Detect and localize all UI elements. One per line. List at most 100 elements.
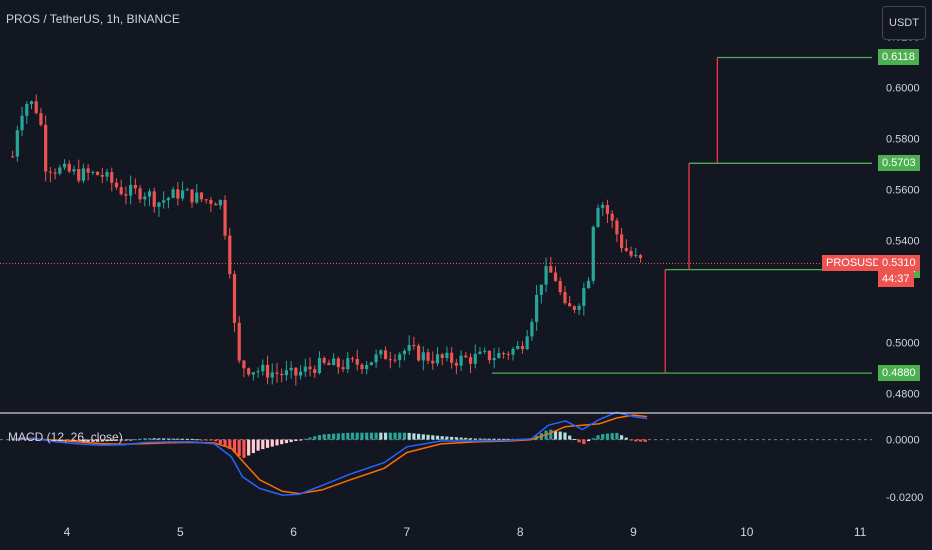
candle-body: [360, 364, 364, 370]
candle-body: [388, 359, 392, 361]
candle-body: [143, 196, 147, 200]
macd-histogram-bar: [143, 438, 147, 440]
macd-histogram-bar: [270, 439, 274, 447]
candle-body: [426, 352, 430, 361]
time-tick-label: 5: [177, 525, 184, 539]
macd-histogram-bar: [379, 432, 383, 440]
candle-body: [454, 362, 458, 366]
candle-body: [393, 359, 397, 361]
macd-histogram-bar: [322, 434, 326, 440]
candle-body: [247, 368, 251, 375]
macd-histogram-bar: [171, 438, 175, 440]
candle-body: [48, 171, 52, 173]
candle-body: [29, 101, 34, 105]
macd-histogram-bar: [586, 439, 591, 442]
macd-histogram-bar: [95, 439, 100, 442]
candle-body: [294, 367, 298, 376]
macd-histogram-bar: [289, 439, 293, 443]
macd-histogram-bar: [185, 438, 189, 440]
macd-histogram-bar: [214, 439, 218, 442]
candle-body: [91, 171, 95, 173]
candle-body: [166, 197, 171, 201]
macd-histogram-bar: [638, 439, 643, 442]
macd-line: [12, 411, 648, 496]
candle-body: [214, 203, 218, 206]
candle-body: [223, 200, 227, 236]
candle-body: [105, 172, 109, 177]
chart-title: PROS / TetherUS, 1h, BINANCE: [6, 12, 180, 26]
macd-histogram-bar: [634, 439, 638, 442]
macd-histogram-bar: [468, 438, 473, 440]
candle-body: [535, 294, 539, 322]
price-tick-label: 0.5800: [886, 134, 920, 146]
candle-body: [634, 255, 638, 257]
time-tick-label: 6: [290, 525, 297, 539]
macd-histogram-bar: [247, 439, 251, 456]
candle-body: [228, 235, 232, 275]
macd-histogram-bar: [124, 439, 128, 441]
candle-body: [350, 358, 355, 360]
candle-body: [81, 168, 86, 181]
macd-histogram-bar: [601, 434, 605, 440]
macd-histogram-bar: [360, 432, 364, 440]
time-tick-label: 9: [630, 525, 637, 539]
macd-histogram-bar: [483, 438, 487, 440]
candle-body: [520, 345, 525, 350]
macd-histogram-bar: [209, 439, 213, 441]
candle-body: [180, 190, 185, 199]
candle-body: [577, 305, 581, 310]
macd-histogram-bar: [407, 432, 411, 440]
macd-histogram-bar: [346, 432, 350, 440]
symbol-label: PROSUSDT: [822, 255, 892, 272]
macd-histogram-bar: [218, 439, 222, 444]
candle-body: [487, 350, 492, 361]
candle-body: [341, 367, 345, 370]
candle-body: [402, 350, 407, 355]
candle-body: [563, 292, 567, 304]
candle-body: [77, 169, 81, 181]
candle-body: [417, 345, 421, 361]
macd-tick-label: -0.0200: [886, 492, 923, 504]
candle-body: [530, 321, 534, 337]
candle-body: [171, 189, 175, 198]
macd-histogram-bar: [317, 435, 322, 440]
candle-body: [398, 354, 402, 361]
candle-body: [558, 281, 562, 293]
time-tick-label: 7: [404, 525, 411, 539]
candle-body: [138, 188, 142, 200]
macd-histogram-bar: [553, 430, 558, 440]
candle-body: [265, 364, 270, 378]
candle-body: [473, 353, 477, 364]
candle-body: [100, 175, 104, 177]
currency-button[interactable]: USDT: [882, 6, 926, 40]
macd-histogram-bar: [162, 438, 166, 440]
candle-body: [568, 303, 572, 307]
macd-histogram-bar: [435, 435, 440, 440]
candle-body: [256, 371, 260, 373]
macd-histogram-bar: [450, 436, 454, 440]
candle-body: [114, 182, 119, 188]
candle-body: [605, 205, 610, 214]
macd-histogram-bar: [332, 433, 336, 440]
candle-body: [147, 191, 152, 197]
candle-body: [72, 169, 76, 172]
macd-histogram-bar: [383, 432, 388, 440]
candle-body: [379, 350, 383, 355]
candle-body: [374, 354, 378, 363]
macd-histogram-bar: [426, 434, 430, 440]
macd-histogram-bar: [591, 438, 595, 440]
candle-body: [298, 371, 303, 376]
candle-body: [421, 352, 425, 361]
macd-histogram-bar: [365, 432, 369, 440]
macd-histogram-bar: [624, 437, 628, 440]
candle-body: [129, 184, 133, 196]
level-price-label: 0.6118: [878, 49, 919, 66]
candle-body: [20, 115, 24, 131]
macd-histogram-bar: [223, 439, 227, 447]
candle-body: [34, 101, 38, 114]
candle-body: [15, 130, 19, 157]
candle-body: [152, 191, 156, 207]
macd-histogram-bar: [350, 432, 355, 440]
candle-body: [615, 220, 619, 235]
